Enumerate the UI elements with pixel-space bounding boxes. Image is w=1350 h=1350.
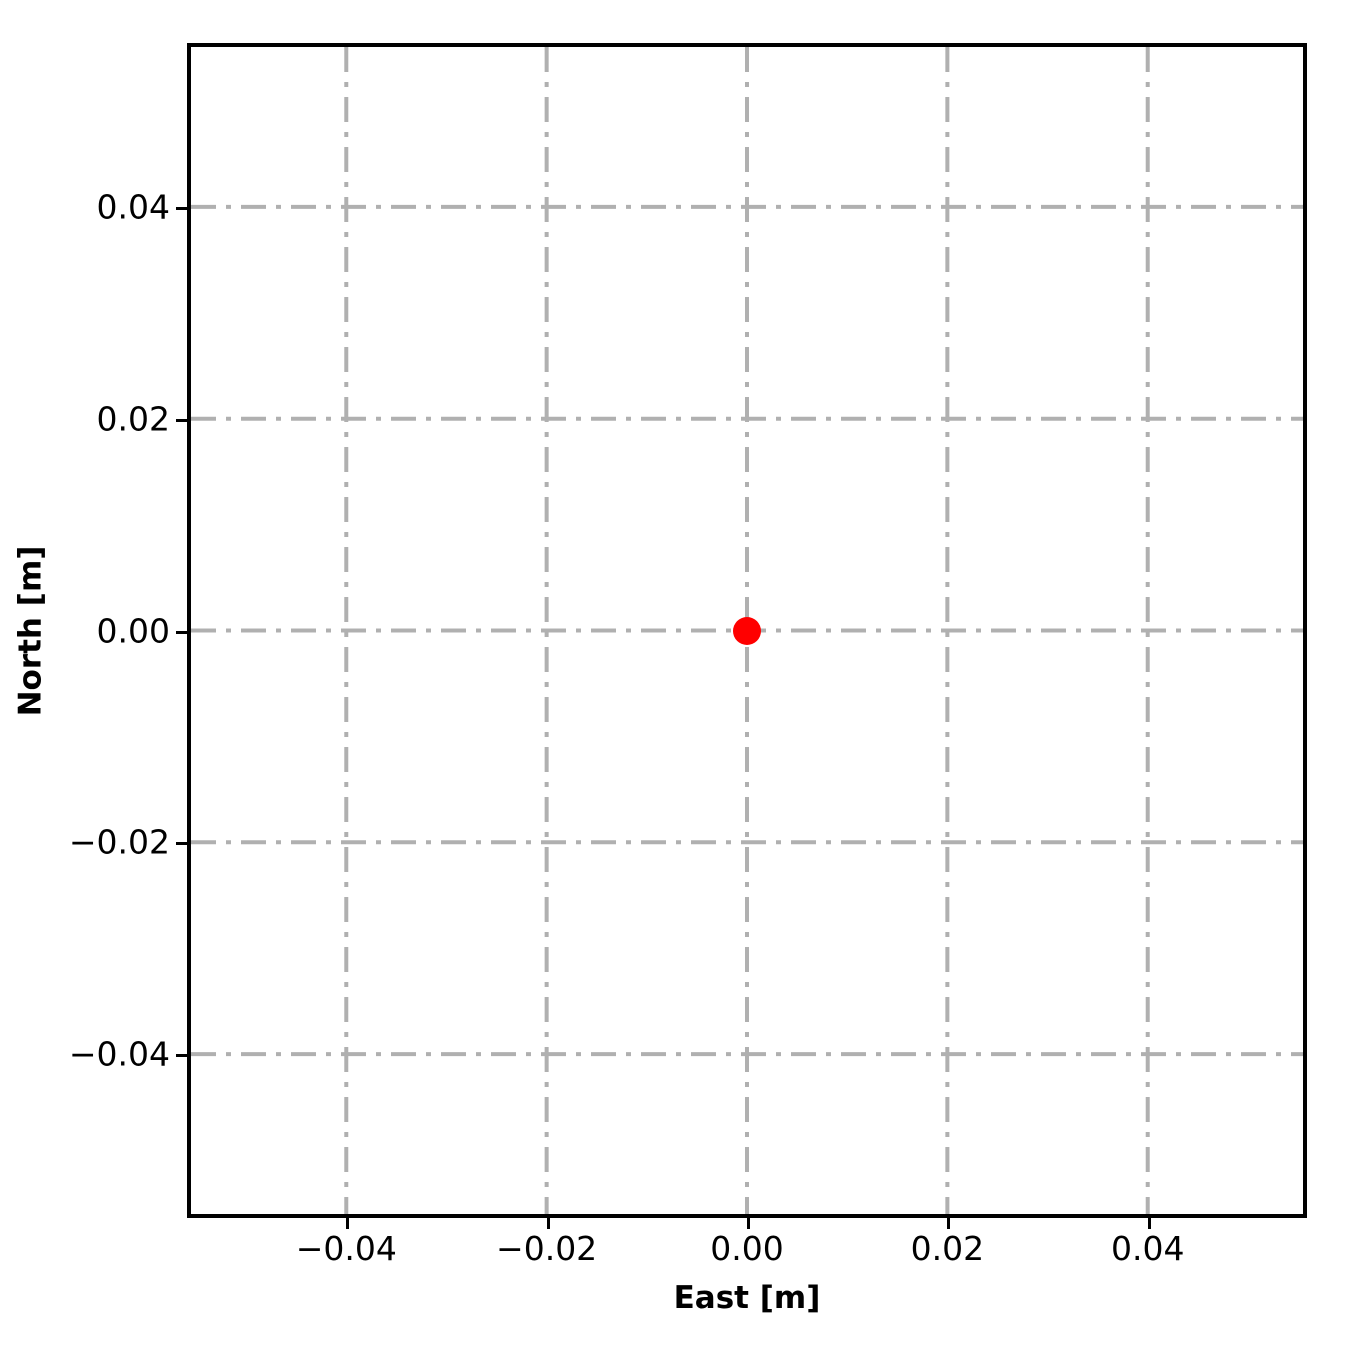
y-axis-label-text: North [m]: [12, 545, 49, 716]
y-tick-mark: [176, 842, 187, 846]
y-tick-mark: [176, 418, 187, 422]
x-tick-mark: [1147, 1218, 1151, 1229]
x-axis-label: East [m]: [673, 1280, 821, 1316]
plot-inner: [191, 47, 1303, 1214]
y-tick-label: 0.04: [96, 187, 170, 227]
x-tick-mark: [947, 1218, 951, 1229]
gridlines: [191, 47, 1303, 1214]
y-tick-mark: [176, 630, 187, 634]
y-tick-label: −0.04: [68, 1034, 170, 1074]
x-tick-label: −0.04: [295, 1229, 397, 1268]
x-tick-mark: [747, 1218, 750, 1229]
y-tick-label: −0.02: [68, 822, 170, 862]
x-tick-label: 0.04: [1110, 1229, 1185, 1268]
plot-area: [187, 43, 1307, 1218]
y-tick-mark: [176, 1054, 187, 1058]
x-tick-mark: [346, 1218, 350, 1229]
y-tick-mark: [176, 206, 187, 210]
data-point-marker: [733, 616, 761, 645]
x-tick-label: 0.02: [910, 1229, 985, 1268]
x-tick-mark: [546, 1218, 550, 1229]
y-tick-label: 0.02: [96, 399, 170, 439]
x-tick-label: 0.00: [710, 1229, 784, 1268]
x-tick-label: −0.02: [496, 1229, 598, 1268]
y-tick-label: 0.00: [96, 611, 170, 650]
y-axis-label: North [m]: [0, 43, 60, 1218]
